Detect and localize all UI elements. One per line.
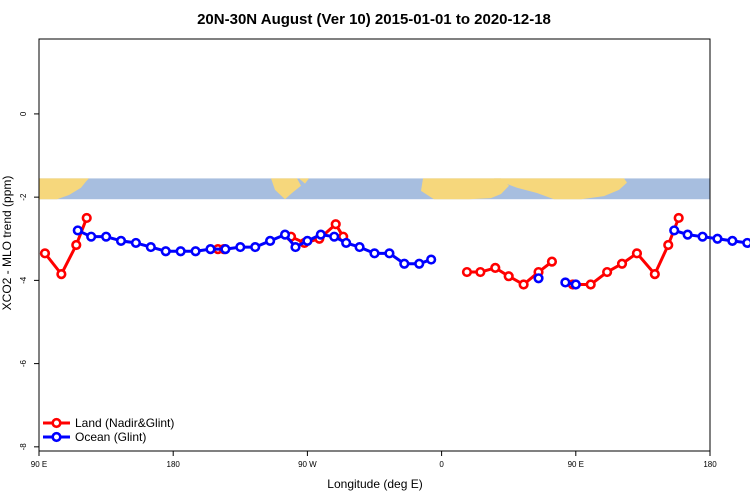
data-point: [631, 248, 643, 259]
data-point: [369, 248, 380, 259]
map-land-americas: [271, 178, 301, 200]
map-land-greenland: [299, 178, 309, 184]
data-point: [475, 266, 486, 278]
data-series: [39, 212, 750, 290]
data-point: [279, 229, 291, 240]
y-tick-label: 0: [19, 111, 28, 116]
data-point: [145, 241, 156, 253]
data-point: [205, 244, 216, 255]
x-tick-label: 90 W: [298, 460, 317, 469]
data-point: [414, 258, 425, 269]
data-point: [329, 231, 340, 242]
data-point: [175, 246, 186, 257]
x-axis-label: Longitude (deg E): [327, 477, 422, 491]
data-point: [518, 279, 529, 290]
data-point: [490, 262, 501, 273]
data-point: [426, 254, 437, 265]
data-point: [71, 239, 82, 251]
y-tick-label: -4: [19, 276, 28, 284]
legend-swatch-marker: [51, 431, 62, 443]
data-point: [86, 231, 97, 242]
data-point: [160, 246, 171, 257]
y-tick-label: -8: [19, 443, 28, 451]
data-point: [727, 235, 738, 246]
data-point: [39, 248, 51, 259]
data-point: [585, 279, 596, 290]
data-point: [682, 229, 693, 240]
data-point: [616, 258, 628, 269]
data-point: [697, 231, 708, 242]
data-point: [130, 237, 142, 249]
data-point: [100, 231, 112, 242]
x-tick-label: 0: [439, 460, 444, 469]
x-tick-label: 90 E: [568, 460, 584, 469]
data-point: [315, 229, 326, 240]
plot-frame: [38, 38, 711, 452]
map-land-europe-africa: [421, 178, 509, 200]
data-point: [649, 269, 660, 280]
data-point: [673, 212, 684, 224]
legend: Land (Nadir&Glint)Ocean (Glint): [43, 416, 174, 444]
world-map-strip: [39, 178, 710, 200]
legend-swatch-marker: [51, 417, 62, 429]
data-point: [290, 241, 301, 253]
data-point: [712, 233, 723, 244]
x-tick-label: 90 E: [31, 460, 47, 469]
series-ocean: [72, 225, 750, 290]
y-tick-label: -6: [19, 360, 28, 368]
y-tick-label: -2: [19, 193, 28, 201]
data-point: [742, 237, 750, 249]
data-point: [220, 244, 231, 255]
data-point: [533, 273, 544, 284]
data-point: [503, 271, 514, 282]
data-point: [461, 266, 473, 278]
data-point: [560, 277, 571, 288]
y-axis-label: XCO2 - MLO trend (ppm): [0, 176, 14, 311]
data-point: [570, 279, 581, 290]
data-point: [235, 241, 246, 253]
data-point: [265, 235, 276, 246]
data-point: [250, 241, 261, 253]
x-tick-label: 180: [167, 460, 181, 469]
map-land-asia-east: [494, 178, 627, 200]
data-point: [72, 225, 83, 236]
data-point: [669, 225, 680, 236]
legend-label: Land (Nadir&Glint): [75, 416, 174, 430]
data-point: [190, 246, 201, 257]
data-point: [81, 212, 92, 224]
data-point: [341, 237, 352, 249]
map-land-asia-west: [39, 178, 89, 200]
data-point: [354, 241, 365, 253]
axes: 90 E 180 90 W 0 90 E 180 0 -2 -4 -6 -8: [19, 38, 717, 469]
chart-title: 20N-30N August (Ver 10) 2015-01-01 to 20…: [197, 11, 551, 28]
data-point: [546, 256, 558, 267]
legend-label: Ocean (Glint): [75, 430, 146, 444]
data-point: [330, 219, 341, 230]
data-point: [115, 235, 127, 246]
data-point: [399, 258, 410, 269]
data-point: [56, 269, 67, 280]
x-tick-label: 180: [703, 460, 717, 469]
data-point: [384, 248, 395, 259]
data-point: [602, 266, 613, 278]
series-line: [572, 217, 681, 287]
data-point: [302, 235, 313, 246]
data-point: [663, 239, 674, 251]
